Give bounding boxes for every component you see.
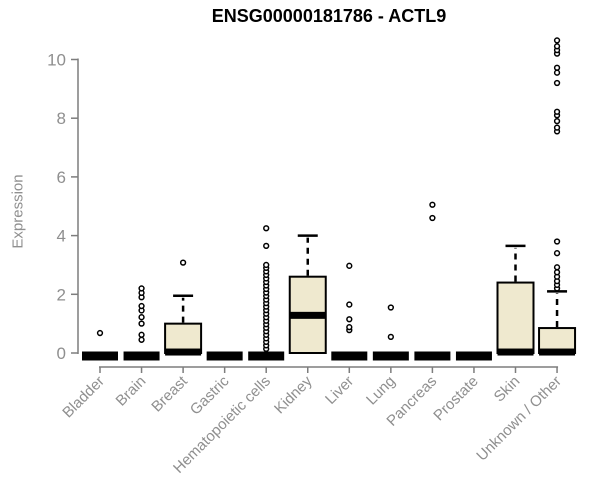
outlier-point bbox=[138, 336, 145, 343]
x-category-label: Kidney bbox=[271, 372, 316, 417]
y-tick-label: 2 bbox=[57, 285, 66, 304]
outlier-point bbox=[263, 242, 270, 250]
x-category-label: Bladder bbox=[59, 373, 108, 422]
y-tick-label: 0 bbox=[57, 344, 66, 363]
x-category-label: Skin bbox=[491, 373, 524, 406]
outlier-point bbox=[346, 262, 353, 269]
chart-title: ENSG00000181786 - ACTL9 bbox=[211, 6, 447, 26]
outlier-point bbox=[553, 108, 561, 115]
outlier-point bbox=[429, 201, 436, 208]
outlier-point bbox=[96, 329, 104, 337]
outlier-point bbox=[553, 117, 561, 125]
median-line bbox=[289, 311, 326, 319]
outlier-point bbox=[263, 225, 270, 232]
collapsed-box bbox=[248, 351, 285, 361]
box-rect bbox=[164, 322, 203, 354]
x-category-label: Breast bbox=[148, 372, 191, 415]
outlier-point bbox=[553, 269, 561, 276]
outlier-point bbox=[553, 79, 561, 87]
collapsed-box bbox=[372, 351, 409, 361]
y-tick-label: 4 bbox=[57, 227, 66, 246]
y-tick-label: 6 bbox=[57, 168, 66, 187]
median-line bbox=[497, 348, 534, 356]
x-category-label: Brain bbox=[113, 373, 150, 410]
outlier-point bbox=[179, 259, 187, 266]
outlier-point bbox=[346, 324, 353, 331]
outlier-point bbox=[553, 37, 561, 44]
median-line bbox=[165, 348, 202, 356]
x-category-label: Lung bbox=[363, 373, 399, 409]
y-tick-label: 8 bbox=[57, 109, 66, 128]
outlier-point bbox=[138, 331, 145, 338]
y-tick-label: 10 bbox=[47, 51, 66, 70]
box-rect bbox=[496, 281, 535, 354]
median-line bbox=[539, 348, 576, 356]
outlier-point bbox=[553, 69, 561, 76]
collapsed-box bbox=[414, 351, 451, 361]
outlier-point bbox=[553, 43, 561, 50]
outlier-point bbox=[429, 214, 436, 222]
outlier-point bbox=[553, 264, 561, 271]
outlier-point bbox=[553, 250, 561, 257]
collapsed-box bbox=[82, 351, 118, 361]
outlier-point bbox=[387, 333, 395, 341]
collapsed-box bbox=[331, 351, 368, 361]
outlier-point bbox=[553, 124, 561, 131]
collapsed-box bbox=[455, 351, 492, 361]
outlier-point bbox=[138, 314, 145, 321]
collapsed-box bbox=[206, 351, 243, 361]
outlier-point bbox=[553, 238, 561, 245]
outlier-point bbox=[138, 302, 145, 310]
outlier-point bbox=[346, 316, 353, 323]
outlier-point bbox=[553, 64, 561, 71]
collapsed-box bbox=[123, 351, 160, 361]
x-category-label: Liver bbox=[322, 373, 357, 408]
outlier-point bbox=[387, 304, 395, 311]
outlier-point bbox=[263, 261, 270, 269]
x-category-label: Prostate bbox=[430, 373, 482, 425]
outlier-point bbox=[138, 285, 145, 292]
outlier-point bbox=[346, 301, 353, 308]
outlier-point bbox=[138, 320, 145, 327]
